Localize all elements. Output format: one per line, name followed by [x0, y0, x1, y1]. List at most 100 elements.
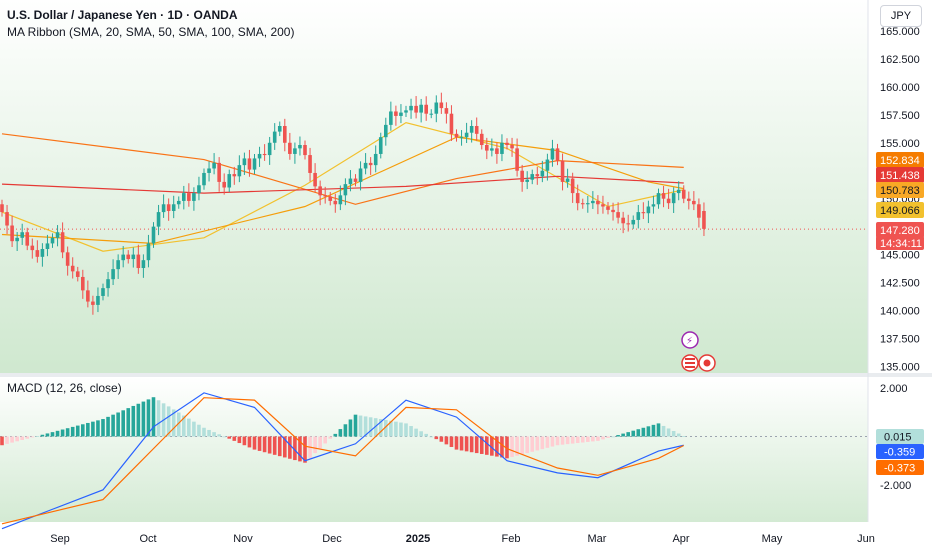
- macd-histogram-bar: [353, 414, 358, 437]
- candle-body: [616, 212, 620, 218]
- candle-body: [60, 232, 65, 253]
- macd-value-label-0.015: 0.015: [876, 429, 924, 444]
- candle-body: [136, 254, 141, 269]
- candle-body: [232, 174, 237, 177]
- candle-body: [146, 243, 151, 261]
- candle-body: [570, 178, 575, 194]
- candle-body: [222, 181, 226, 188]
- time-axis-label: Mar: [588, 533, 607, 545]
- macd-histogram-bar: [217, 434, 221, 437]
- price-label-box: [876, 222, 924, 238]
- candle-body: [293, 148, 297, 154]
- candle-body: [212, 162, 216, 169]
- candle-body: [40, 249, 45, 257]
- candle-body: [257, 153, 262, 159]
- candle-body: [464, 132, 469, 138]
- price-label-text: 147.280: [880, 225, 920, 237]
- macd-histogram-bar: [247, 436, 252, 448]
- candle-body: [121, 254, 125, 261]
- price-label-150.783: 150.783: [876, 182, 924, 198]
- macd-histogram-bar: [389, 420, 393, 437]
- us-flag-stripe: [685, 358, 695, 360]
- macd-histogram-bar: [555, 436, 560, 446]
- candle-body: [378, 137, 383, 154]
- candle-body: [591, 200, 595, 204]
- macd-histogram-bar: [333, 433, 338, 437]
- macd-histogram-bar: [101, 419, 105, 437]
- candle-body: [96, 295, 100, 305]
- candle-body: [702, 210, 706, 229]
- macd-histogram-bar: [40, 434, 45, 437]
- lightning-glyph: ⚡: [686, 336, 693, 347]
- macd-histogram-bar: [20, 436, 24, 440]
- candle-body: [384, 124, 388, 138]
- candle-body: [333, 200, 338, 205]
- macd-histogram-bar: [459, 436, 464, 451]
- macd-histogram-bar: [500, 436, 504, 458]
- candle-body: [202, 172, 206, 186]
- candle-body: [348, 178, 353, 185]
- candle-body: [25, 232, 30, 246]
- macd-histogram-bar: [50, 432, 55, 437]
- macd-histogram-bar: [656, 423, 661, 437]
- candle-body: [10, 225, 14, 242]
- price-label-151.438: 151.438: [876, 167, 924, 183]
- candle-body: [272, 131, 277, 143]
- candle-body: [131, 254, 136, 260]
- candle-body: [525, 179, 529, 182]
- macd-histogram-bar: [479, 436, 484, 454]
- macd-histogram-bar: [510, 436, 514, 458]
- macd-histogram-bar: [651, 424, 656, 437]
- candle-body: [176, 200, 181, 205]
- candle-body: [424, 104, 428, 114]
- candle-body: [692, 200, 696, 205]
- price-tick-label: 135.000: [880, 361, 920, 373]
- candle-body: [328, 196, 333, 201]
- candle-body: [485, 145, 489, 151]
- macd-histogram-bar: [414, 428, 418, 437]
- macd-histogram-bar: [207, 429, 211, 437]
- currency-selector[interactable]: JPY: [880, 5, 922, 27]
- candle-body: [636, 212, 641, 220]
- candle-body: [283, 126, 287, 143]
- candle-body: [111, 269, 115, 280]
- macd-value-box: [876, 460, 924, 475]
- candle-body: [0, 204, 4, 213]
- us-flag-stripe: [685, 366, 695, 368]
- candle-body: [50, 237, 55, 244]
- price-label-text: 150.783: [880, 185, 920, 197]
- time-axis-label: Nov: [233, 533, 253, 545]
- macd-histogram-bar: [25, 436, 30, 439]
- macd-histogram-bar: [363, 416, 368, 437]
- macd-histogram-bar: [671, 431, 676, 437]
- candle-body: [687, 198, 691, 201]
- macd-histogram-bar: [596, 436, 600, 441]
- macd-histogram-bar: [505, 436, 509, 459]
- macd-histogram-bar: [298, 436, 302, 462]
- candle-body: [495, 148, 499, 154]
- candle-body: [469, 126, 474, 133]
- macd-histogram-bar: [394, 421, 398, 437]
- candle-body: [65, 252, 70, 266]
- candle-body: [697, 204, 701, 218]
- macd-histogram-bar: [182, 415, 186, 437]
- macd-histogram-bar: [606, 436, 610, 438]
- price-label-box: [876, 152, 924, 168]
- macd-histogram-bar: [580, 436, 585, 443]
- macd-histogram-bar: [272, 436, 277, 455]
- candle-body: [151, 226, 156, 244]
- price-tick-label: 157.500: [880, 110, 920, 122]
- macd-histogram-bar: [540, 436, 545, 450]
- lightning-icon: [681, 331, 699, 349]
- candle-body: [267, 142, 272, 156]
- candle-body: [399, 112, 403, 116]
- macd-histogram-bar: [520, 436, 524, 455]
- macd-histogram-bar: [303, 436, 307, 463]
- candle-body: [404, 110, 408, 113]
- macd-histogram-bar: [91, 421, 95, 437]
- candle-body: [459, 137, 464, 139]
- countdown-label: 14:34:11: [880, 238, 922, 250]
- candle-body: [288, 142, 292, 154]
